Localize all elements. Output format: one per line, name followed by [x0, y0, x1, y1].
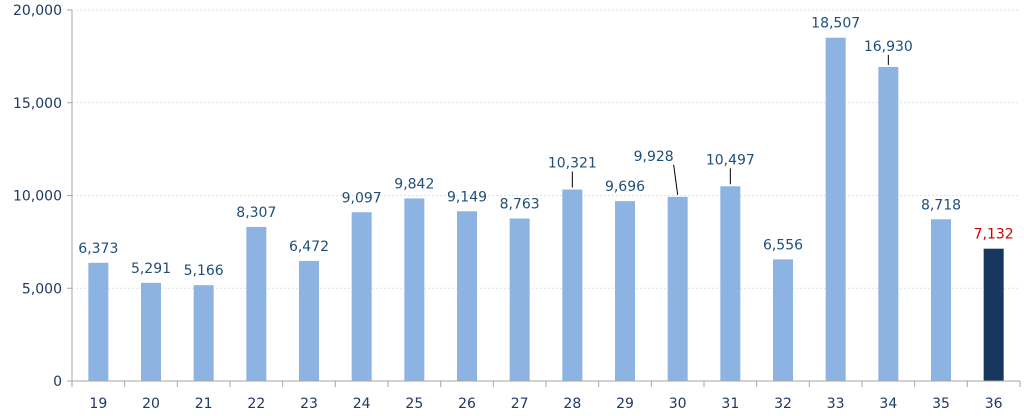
data-label: 9,097: [342, 190, 382, 206]
x-tick-label: 29: [616, 396, 634, 412]
bar: [509, 218, 530, 381]
grid-lines: [72, 9, 1020, 289]
bar: [457, 211, 477, 381]
bar: [720, 186, 741, 381]
x-tick-label: 30: [669, 396, 687, 412]
bar: [773, 259, 793, 381]
x-tick-label: 20: [142, 396, 160, 412]
x-tick-label: 26: [458, 396, 476, 412]
x-tick-label: 32: [774, 396, 792, 412]
x-tick-label: 28: [563, 396, 581, 412]
bar: [825, 37, 846, 381]
data-label: 9,928: [634, 149, 674, 165]
x-tick-label: 33: [827, 396, 845, 412]
bar: [562, 189, 583, 381]
bar: [88, 262, 109, 381]
data-label: 16,930: [864, 39, 913, 55]
y-tick-labels: 0 5,000 10,000 15,000 20,000: [13, 3, 62, 390]
data-label: 5,166: [184, 263, 224, 279]
bar: [878, 66, 899, 382]
data-label: 5,291: [131, 261, 171, 277]
x-tick-label: 21: [195, 396, 213, 412]
bar: [193, 285, 214, 381]
x-tick-label: 36: [985, 396, 1003, 412]
x-tick-label: 24: [353, 396, 371, 412]
x-tick-label: 35: [932, 396, 950, 412]
bar: [351, 212, 372, 381]
bar: [667, 196, 688, 381]
data-label: 8,763: [500, 196, 540, 212]
x-tick-label: 23: [300, 396, 318, 412]
x-tick-label: 25: [405, 396, 423, 412]
data-label: 8,718: [921, 197, 961, 213]
y-tick-label: 15,000: [13, 96, 62, 112]
x-tick-label: 27: [511, 396, 529, 412]
bar: [404, 198, 425, 381]
data-label: 10,321: [548, 156, 597, 172]
bar: [141, 282, 161, 381]
bar: [615, 201, 635, 381]
bar: [246, 226, 267, 381]
bar: [299, 260, 319, 381]
y-tick-label: 20,000: [13, 3, 62, 19]
label-leader-lines: [571, 54, 889, 195]
data-label: 8,307: [236, 205, 276, 221]
data-label: 10,497: [706, 152, 755, 168]
x-tick-label: 34: [879, 396, 897, 412]
x-tick-label: 19: [89, 396, 107, 412]
data-label: 9,696: [605, 179, 645, 195]
axes: [67, 9, 1021, 387]
leader-line: [673, 164, 679, 195]
bars: [88, 37, 1004, 382]
x-tick-labels: 19 20 21 22 23 24 25 26 27 28 29 30 31 32 33 34 35 36: [89, 396, 1002, 412]
data-label: 9,149: [447, 189, 487, 205]
data-label: 6,556: [763, 237, 803, 253]
x-tick-label: 22: [247, 396, 265, 412]
data-label: 6,472: [289, 239, 329, 255]
data-label: 18,507: [811, 16, 860, 32]
data-label: 7,132: [974, 227, 1014, 243]
data-label: 6,373: [78, 241, 118, 257]
data-labels: 6,373 5,291 5,166 8,307 6,472 9,097 9,842 9,149…: [78, 16, 1013, 279]
data-label: 9,842: [394, 176, 434, 192]
bar: [983, 248, 1004, 381]
bar: [931, 219, 951, 381]
y-tick-label: 0: [53, 374, 62, 390]
x-tick-label: 31: [721, 396, 739, 412]
y-tick-label: 10,000: [13, 189, 62, 205]
y-tick-label: 5,000: [22, 281, 62, 297]
